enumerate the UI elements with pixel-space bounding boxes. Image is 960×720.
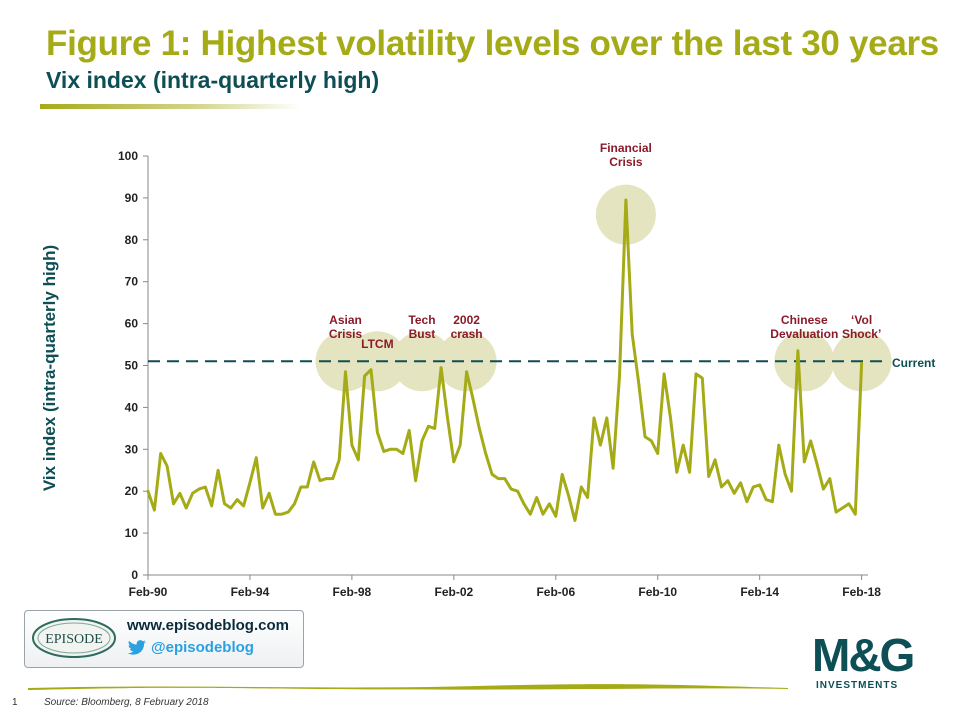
y-tick-label-0: 0	[131, 568, 138, 582]
series-line-0	[146, 198, 864, 522]
highlight-circle-3	[436, 331, 497, 392]
vix-series	[146, 198, 864, 522]
twitter-bird-icon	[127, 639, 146, 655]
x-tick-label-0: Feb-90	[129, 585, 168, 599]
y-tick-label-40: 40	[125, 400, 139, 414]
current-label: Current	[892, 356, 936, 370]
y-tick-label-50: 50	[125, 359, 139, 373]
y-tick-label-20: 20	[125, 484, 139, 498]
annotation-label-6: ‘Vol Shock’	[841, 313, 882, 342]
episode-promo-badge[interactable]: EPISODE www.episodeblog.com @episodeblog	[24, 610, 304, 668]
x-tick-label-2: Feb-98	[333, 585, 372, 599]
y-tick-label-10: 10	[125, 526, 139, 540]
footer-rule	[28, 684, 788, 690]
page-number: 1	[12, 697, 18, 708]
y-tick-label-80: 80	[125, 233, 139, 247]
annotation-label-3: 2002 crash	[450, 313, 483, 342]
annotation-label-0: Asian Crisis	[328, 313, 363, 342]
page-title: Figure 1: Highest volatility levels over…	[46, 24, 939, 63]
y-tick-label-70: 70	[125, 275, 139, 289]
x-tick-label-3: Feb-02	[434, 585, 473, 599]
y-tick-label-60: 60	[125, 317, 139, 331]
y-tick-label-90: 90	[125, 191, 139, 205]
page-subtitle: Vix index (intra-quarterly high)	[46, 67, 380, 93]
x-tick-label-6: Feb-14	[740, 585, 779, 599]
y-tick-label-30: 30	[125, 442, 139, 456]
y-axis-label: Vix index (intra-quarterly high)	[40, 244, 59, 492]
twitter-link[interactable]: @episodeblog	[127, 639, 254, 656]
x-tick-label-7: Feb-18	[842, 585, 881, 599]
twitter-handle: @episodeblog	[151, 639, 254, 656]
episode-logo: EPISODE	[32, 618, 116, 658]
annotation-label-1: LTCM	[361, 337, 394, 352]
y-tick-label-100: 100	[118, 149, 138, 163]
x-tick-label-5: Feb-10	[638, 585, 677, 599]
mg-logo-subtitle: INVESTMENTS	[816, 680, 899, 691]
mg-logo: M&G	[812, 629, 915, 681]
annotation-label-4: Financial Crisis	[599, 140, 652, 169]
episode-logo-text: EPISODE	[45, 632, 103, 647]
title-underline	[40, 104, 300, 109]
website-link[interactable]: www.episodeblog.com	[127, 617, 289, 634]
annotation-label-5: Chinese Devaluation	[770, 313, 839, 342]
annotation-label-2: Tech Bust	[408, 313, 436, 342]
source-note: Source: Bloomberg, 8 February 2018	[44, 697, 209, 708]
chart-axes: 0 10 20 30 40 50 60 70 80 90 100 Feb-90 Feb-94 Feb-98…	[118, 149, 881, 599]
x-tick-label-1: Feb-94	[231, 585, 270, 599]
x-tick-label-4: Feb-06	[536, 585, 575, 599]
